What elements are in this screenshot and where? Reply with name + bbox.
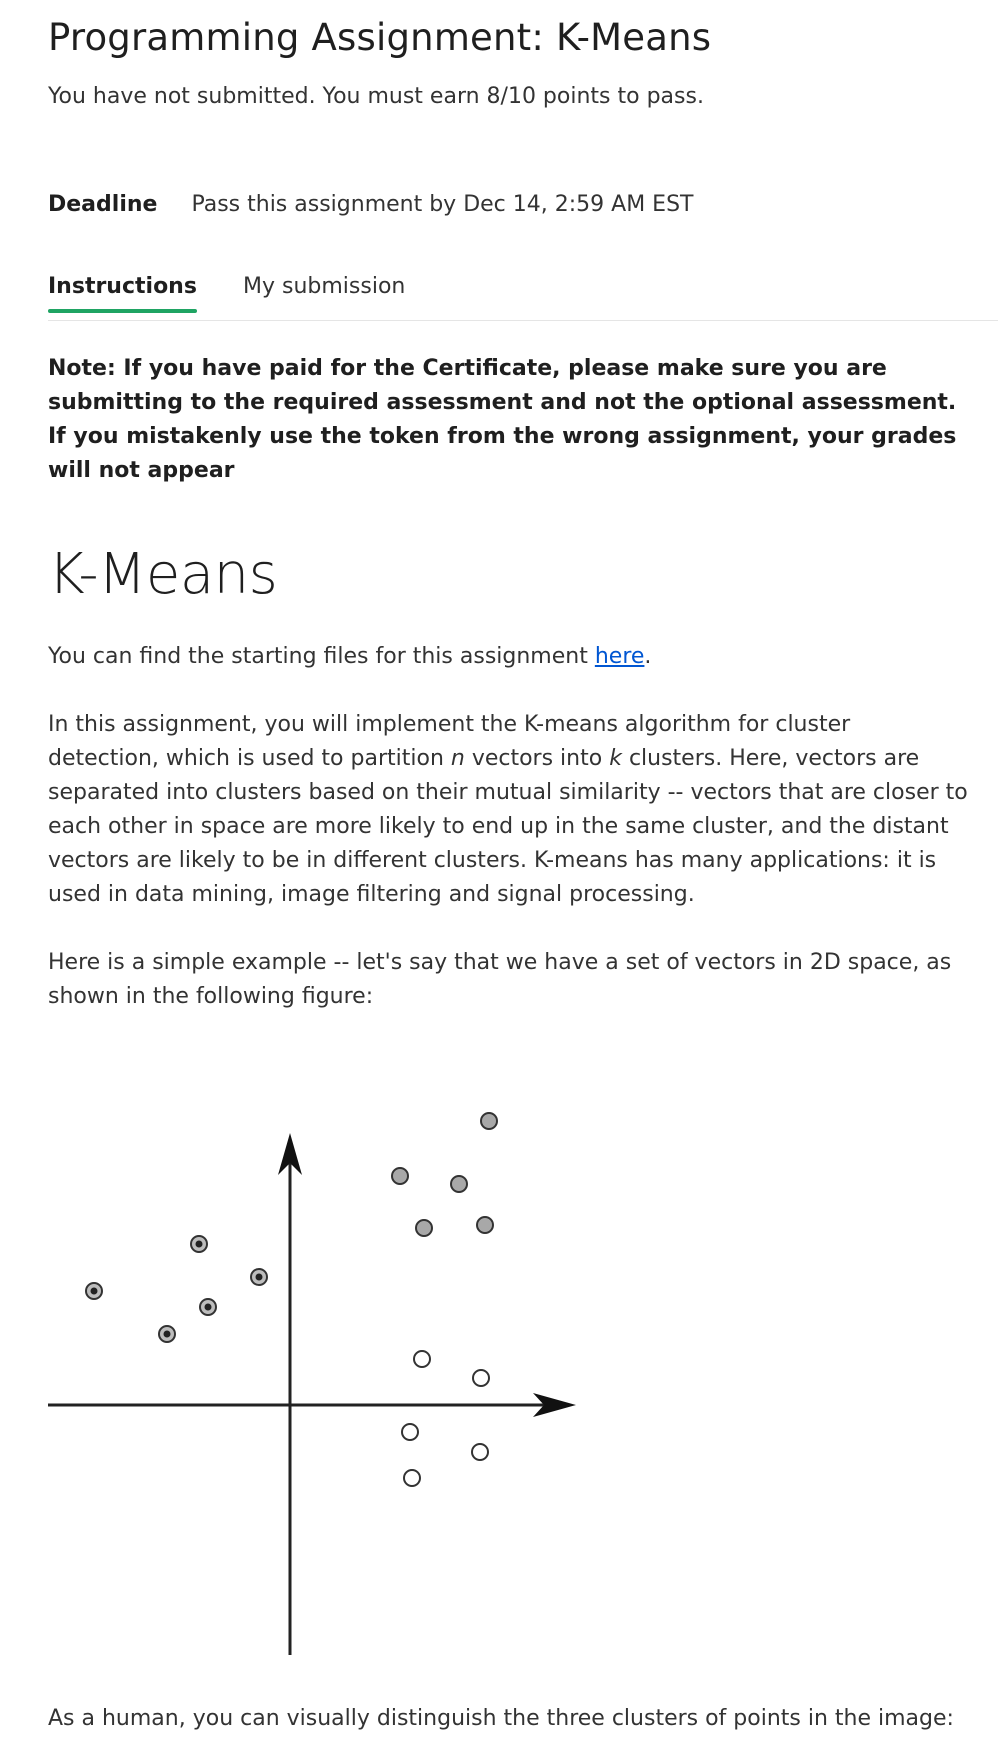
starting-files-text: You can find the starting files for this…: [48, 644, 595, 669]
page-title: Programming Assignment: K-Means: [48, 16, 712, 59]
var-n: n: [450, 746, 465, 771]
tab-instructions[interactable]: Instructions: [48, 274, 197, 313]
point-dark: [250, 1268, 268, 1286]
cluster-dark-points: [85, 1235, 268, 1343]
cluster-figure: [48, 1095, 608, 1675]
point-hollow: [403, 1469, 421, 1487]
point-dark: [190, 1235, 208, 1253]
deadline-row: Deadline Pass this assignment by Dec 14, …: [48, 192, 693, 217]
y-axis-arrow-icon: [278, 1133, 302, 1175]
deadline-label: Deadline: [48, 192, 158, 217]
point-gray: [476, 1216, 494, 1234]
section-heading: K-Means: [48, 542, 278, 607]
point-hollow: [471, 1443, 489, 1461]
example-paragraph: Here is a simple example -- let's say th…: [48, 950, 952, 1009]
point-hollow: [472, 1369, 490, 1387]
starting-files-suffix: .: [644, 644, 652, 669]
certificate-note: Note: If you have paid for the Certifica…: [48, 356, 957, 483]
intro-paragraph: In this assignment, you will implement t…: [48, 708, 968, 912]
intro-text-2: vectors into: [464, 746, 610, 771]
tab-my-submission[interactable]: My submission: [243, 274, 406, 299]
intro-text-1: In this assignment, you will implement t…: [48, 712, 851, 771]
point-gray: [450, 1175, 468, 1193]
cluster-diagram: [48, 1112, 576, 1655]
point-hollow: [413, 1350, 431, 1368]
deadline-text: Pass this assignment by Dec 14, 2:59 AM …: [191, 192, 694, 217]
starting-files-paragraph: You can find the starting files for this…: [48, 640, 968, 674]
closing-paragraph: As a human, you can visually distinguish…: [48, 1706, 954, 1731]
starting-files-link[interactable]: here: [594, 644, 645, 669]
var-k: k: [609, 746, 622, 771]
point-gray: [391, 1167, 409, 1185]
point-hollow: [401, 1423, 419, 1441]
point-dark: [158, 1325, 176, 1343]
point-dark: [199, 1298, 217, 1316]
cluster-hollow-points: [401, 1350, 490, 1487]
intro-text-3: clusters. Here, vectors are separated in…: [48, 746, 968, 907]
x-axis-arrow-icon: [533, 1393, 576, 1417]
submission-status: You have not submitted. You must earn 8/…: [48, 84, 704, 109]
tab-bar: Instructions My submission: [48, 270, 998, 321]
point-gray: [480, 1112, 498, 1130]
point-dark: [85, 1282, 103, 1300]
cluster-gray-points: [391, 1112, 498, 1237]
point-gray: [415, 1219, 433, 1237]
